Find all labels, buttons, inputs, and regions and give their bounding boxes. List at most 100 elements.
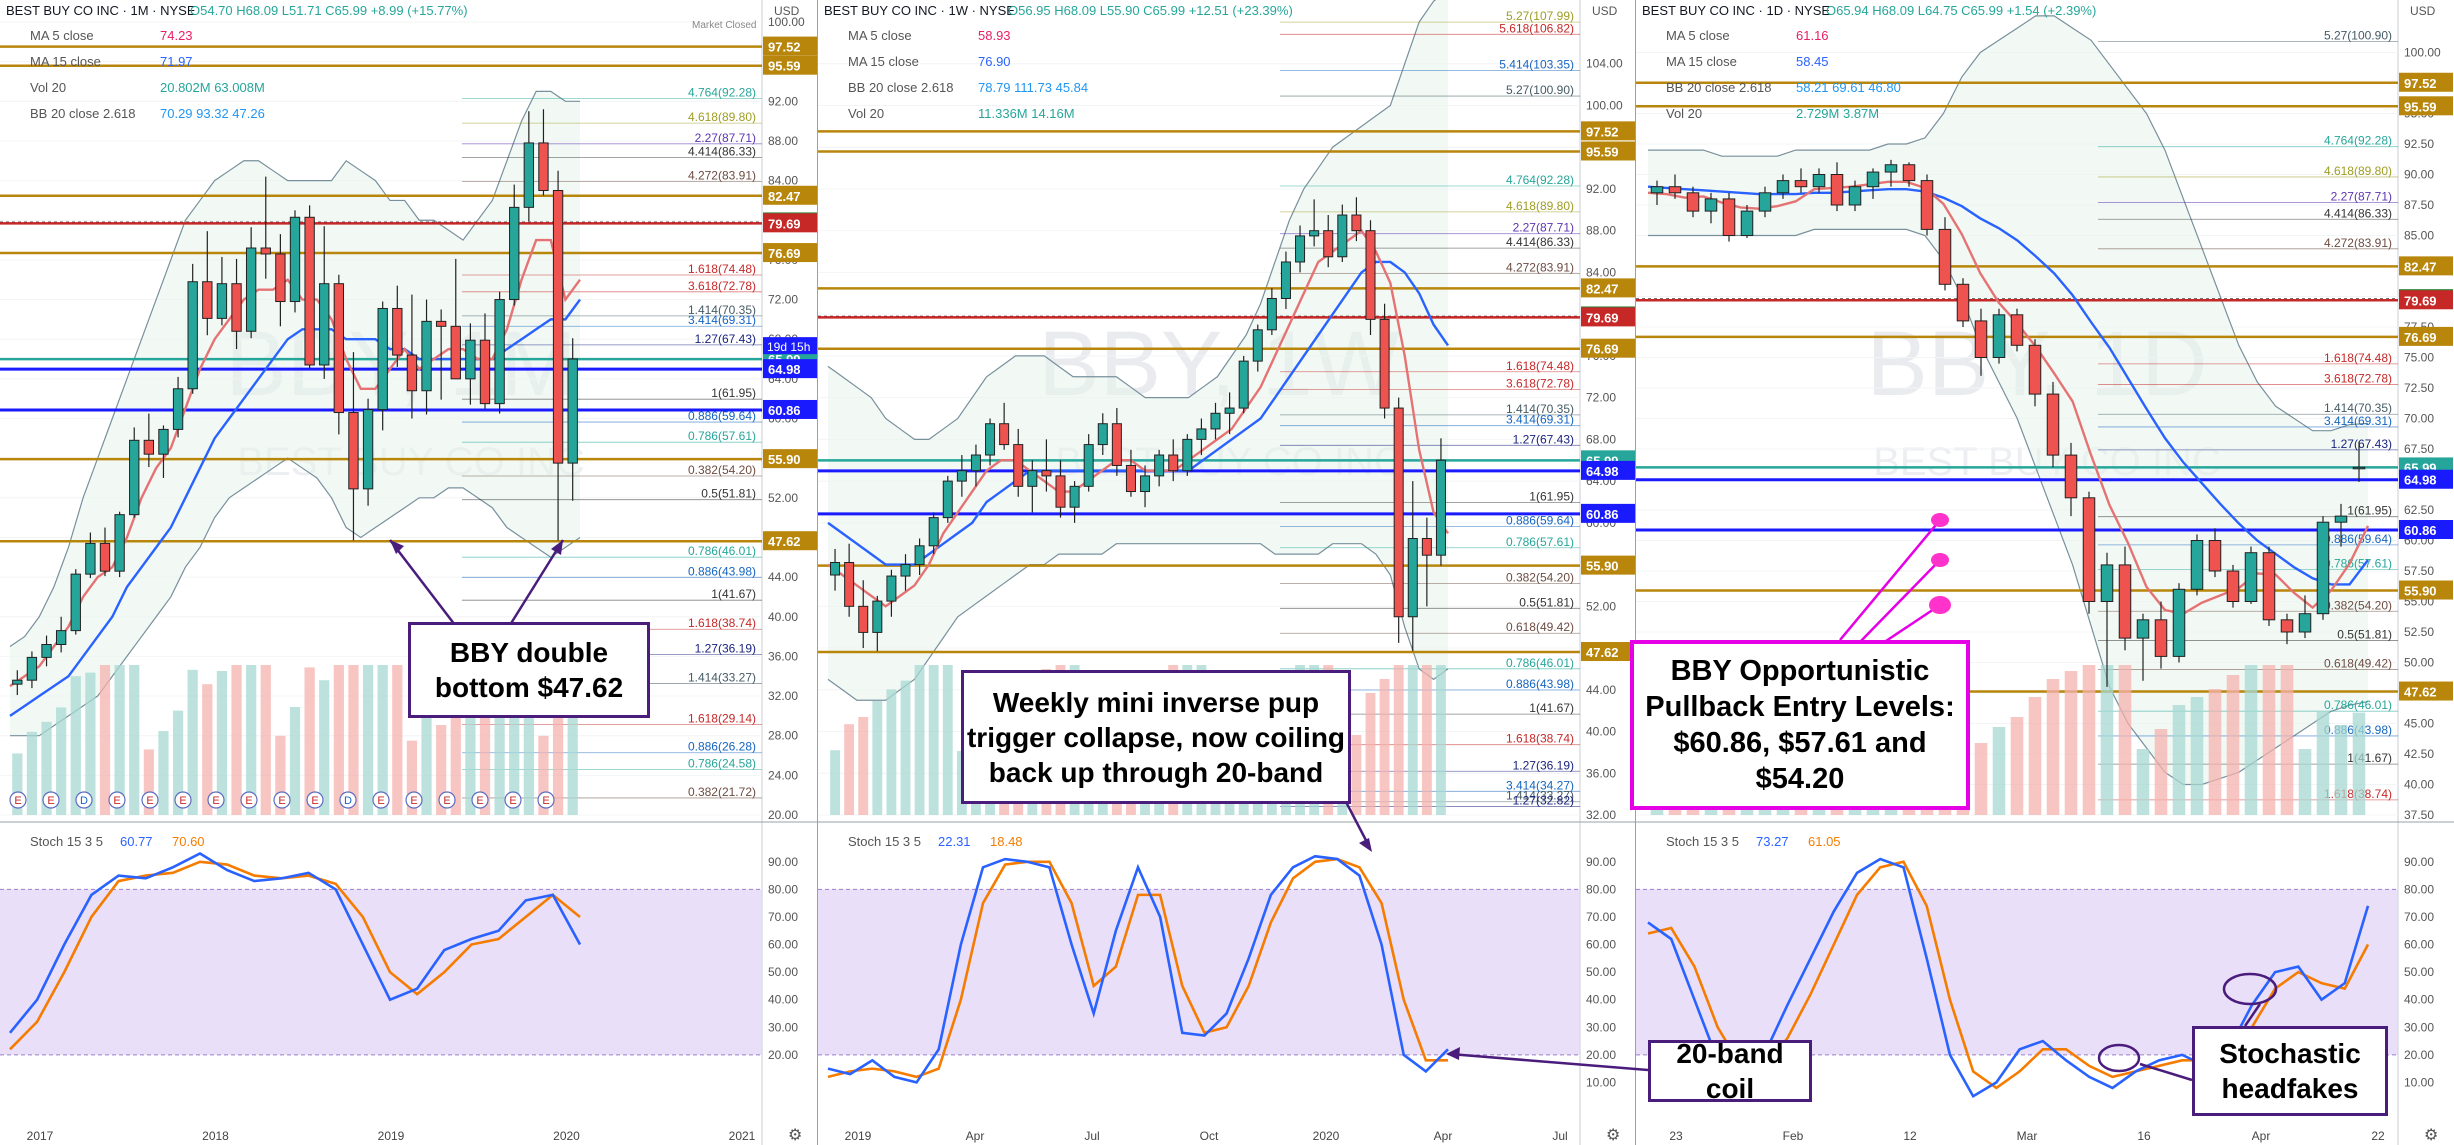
fib-label: 1(61.95) [711,386,756,400]
fib-label: 0.786(24.58) [688,757,756,771]
indicator-label: Vol 20 [30,80,66,95]
candle-body [2226,570,2240,602]
price-tick-label: 36.00 [768,649,798,663]
candle-body [1111,423,1122,466]
price-level-tag [763,213,817,233]
candle-body [202,281,213,319]
fib-label: 1(41.67) [711,587,756,601]
candle-body [1013,444,1024,487]
volume-bar [2100,665,2114,815]
weekly-chart-svg[interactable]: BBY, 1WBEST BUY CO INC104.00100.0096.009… [818,0,1636,1145]
daily-chart-svg[interactable]: BBY, 1DBEST BUY CO INC100.0097.5095.0092… [1636,0,2454,1145]
event-marker [75,791,93,809]
volume-bar [900,680,911,815]
fib-label: 4.764(92.28) [688,86,756,100]
price-level-tag-text: 64.98 [1586,464,1619,479]
fib-label: 1.27(36.19) [1513,758,1574,772]
event-marker-label: E [311,795,318,807]
price-level-tag-text: 55.90 [768,452,801,467]
candle-body [1168,454,1179,472]
x-tick-label: 16 [2137,1129,2151,1143]
volume-bar [1393,665,1404,815]
candle-body [1704,198,1718,212]
volume-bar [2190,697,2204,815]
volume-bar [523,665,534,815]
stoch-tick-label: 60.00 [768,938,798,952]
price-tick-label: 85.00 [2404,229,2434,243]
entry-levels-line-1: BBY Opportunistic [1670,654,1930,687]
candle-body [2172,588,2186,657]
price-tick-label: 50.00 [2404,656,2434,670]
candle-body [1323,230,1334,258]
stoch-tick-label: 40.00 [768,993,798,1007]
price-tick-label: 104.00 [1586,57,1623,71]
event-marker [405,791,423,809]
candle-body [1224,407,1235,414]
price-tick-label: 70.00 [2404,412,2434,426]
candle-body [2118,564,2132,639]
candle-body [985,423,996,456]
volume-bar [2280,665,2294,815]
volume-bar [436,725,447,815]
candle-body [1280,261,1291,300]
candle-body [1920,180,1934,230]
fib-label: 0.886(59.64) [1506,514,1574,528]
event-marker-label: E [212,795,219,807]
ohlc-readout: O56.95 H68.09 L55.90 C65.99 +12.51 (+23.… [1008,3,1293,18]
currency-label: USD [1592,4,1618,18]
candle-body [1776,180,1790,194]
event-marker-label: E [476,795,483,807]
fib-label: 1.618(74.48) [688,262,756,276]
candle-body [362,409,374,490]
price-level-tag [2399,96,2453,116]
fib-label: 1(61.95) [1529,489,1574,503]
volume-bar [2352,712,2366,815]
volume-bar [479,665,491,815]
event-marker [504,791,522,809]
daily-chart-panel[interactable]: BBY, 1DBEST BUY CO INC100.0097.5095.0092… [1636,0,2454,1145]
candle-body [914,545,925,566]
fib-label: 5.27(100.90) [1506,83,1574,97]
monthly-chart-svg[interactable]: BBY, 1MBEST BUY CO INC100.0096.0092.0088… [0,0,818,1145]
volume-bar [1974,743,1988,815]
double-bottom-line-1: BBY double [449,637,609,668]
indicator-value: 2.729M 3.87M [1796,106,1879,121]
weekly-chart-panel[interactable]: BBY, 1WBEST BUY CO INC104.00100.0096.009… [818,0,1636,1145]
fib-label: 1.414(70.35) [2324,401,2392,415]
fib-label: 1.618(38.74) [688,616,756,630]
candle-body [129,439,140,516]
ma-slow-line [827,260,1449,566]
candle-body [1337,214,1348,258]
x-tick-label: Jul [1084,1129,1099,1143]
countdown-text: 19d 15h [767,340,810,354]
price-tick-label: 32.00 [1586,808,1616,822]
fib-label: 3.618(72.78) [688,279,756,293]
stoch-d-value: 61.05 [1808,834,1841,849]
volume-bar [886,689,897,815]
candle-body [12,679,23,685]
volume-bar [187,669,198,815]
candle-body [2352,466,2366,470]
candle-body [1668,186,1682,194]
price-level-tag-text: 97.52 [1586,124,1619,139]
candle-body [2298,613,2312,633]
coil-text: 20-band coil [1676,1038,1784,1104]
price-level-tag [2399,326,2453,346]
fib-label: 1.27(67.43) [695,332,756,346]
chart-symbol-title: BEST BUY CO INC · 1W · NYSE [824,3,1015,18]
monthly-chart-panel[interactable]: BBY, 1MBEST BUY CO INC100.0096.0092.0088… [0,0,818,1145]
indicator-value: 58.93 [978,28,1011,43]
ohlc-readout: O54.70 H68.09 L51.71 C65.99 +8.99 (+15.7… [190,3,468,18]
candle-body [158,428,169,455]
price-tick-label: 37.50 [2404,808,2434,822]
candle-body [245,247,257,332]
price-tick-label: 24.00 [768,768,798,782]
double-bottom-line-2: bottom $47.62 [434,672,624,703]
event-marker [141,791,159,809]
weekly-note-line-2: trigger collapse, now coiling [966,721,1346,753]
stoch-k-value: 60.77 [120,834,153,849]
fib-label: 4.414(86.33) [688,145,756,159]
fib-label: 5.27(107.99) [1506,9,1574,23]
volume-bar [406,740,418,815]
candle-body [216,283,228,319]
